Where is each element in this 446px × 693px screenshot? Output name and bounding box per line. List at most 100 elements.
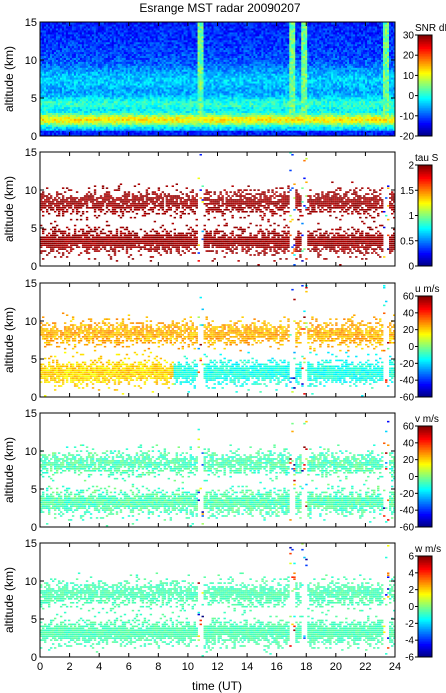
snr-cell [123,45,127,49]
snr-cell [40,84,43,88]
snr-cell [147,71,151,74]
snr-cell [135,47,139,51]
snr-cell [49,86,53,90]
snr-cell [171,104,175,108]
snr-cell [165,132,169,135]
snr-cell [99,132,103,135]
snr-cell [71,96,75,100]
snr-cell [57,88,61,92]
snr-cell [101,96,105,100]
snr-cell [137,41,141,45]
snr-cell [57,37,61,41]
snr-cell [199,23,203,27]
snr-cell [115,128,119,131]
snr-cell [69,77,73,80]
snr-cell [139,27,143,31]
snr-cell [183,61,187,64]
snr-cell [77,33,81,37]
snr-cell [167,102,171,106]
snr-cell [145,51,149,55]
snr-cell [101,25,105,29]
snr-cell [109,51,113,55]
snr-cell [203,116,207,119]
snr-cell [69,100,73,104]
snr-cell [185,84,189,88]
snr-cell [41,84,45,88]
snr-cell [155,100,159,104]
snr-cell [133,67,137,70]
snr-cell [111,61,115,64]
snr-cell [197,41,201,45]
snr-cell [153,102,157,106]
snr-cell [121,84,125,88]
snr-cell [163,25,167,29]
snr-cell [193,122,197,125]
snr-cell [45,25,49,29]
snr-cell [153,45,157,49]
snr-cell [185,102,189,106]
snr-cell [45,49,49,53]
snr-cell [121,94,125,98]
snr-cell [77,134,81,136]
snr-cell [89,77,93,80]
snr-cell [145,80,149,84]
snr-cell [127,53,131,57]
snr-cell [40,100,43,104]
snr-cell [149,108,153,112]
snr-cell [97,71,101,74]
snr-cell [49,23,53,27]
snr-cell [177,23,181,27]
snr-cell [163,118,167,121]
snr-cell [123,37,127,41]
snr-cell [149,92,153,96]
snr-cell [145,98,149,102]
snr-cell [113,112,117,115]
snr-cell [53,110,57,114]
snr-cell [197,53,201,57]
snr-cell [173,110,177,114]
snr-cell [161,22,165,25]
snr-cell [149,75,153,78]
snr-cell [61,65,65,68]
snr-cell [169,25,173,29]
snr-cell [135,130,139,133]
snr-cell [99,65,103,68]
snr-cell [77,90,81,94]
snr-cell [187,120,191,123]
snr-cell [201,29,205,33]
snr-cell [71,69,75,72]
snr-cell [115,106,119,110]
snr-cell [69,79,73,82]
snr-cell [113,114,117,117]
snr-cell [115,122,119,125]
snr-cell [177,108,181,112]
snr-cell [119,35,123,39]
snr-cell [45,22,49,25]
snr-cell [115,96,119,100]
snr-cell [167,86,171,90]
snr-cell [137,31,141,35]
snr-cell [203,128,207,131]
snr-cell [161,102,165,106]
snr-cell [191,110,195,114]
snr-cell [159,73,163,76]
snr-cell [69,96,73,100]
snr-cell [77,51,81,55]
snr-cell [125,134,129,136]
snr-cell [41,53,45,57]
snr-cell [41,31,45,35]
snr-cell [155,116,159,119]
snr-cell [175,61,179,64]
snr-cell [161,128,165,131]
snr-cell [63,122,67,125]
snr-cell [85,79,89,82]
snr-cell [103,71,107,74]
snr-cell [195,82,199,86]
snr-cell [73,51,77,55]
snr-cell [149,39,153,43]
snr-cell [91,55,95,58]
snr-cell [141,104,145,108]
snr-cell [205,57,209,60]
snr-cell [113,82,117,86]
snr-cell [97,124,101,127]
